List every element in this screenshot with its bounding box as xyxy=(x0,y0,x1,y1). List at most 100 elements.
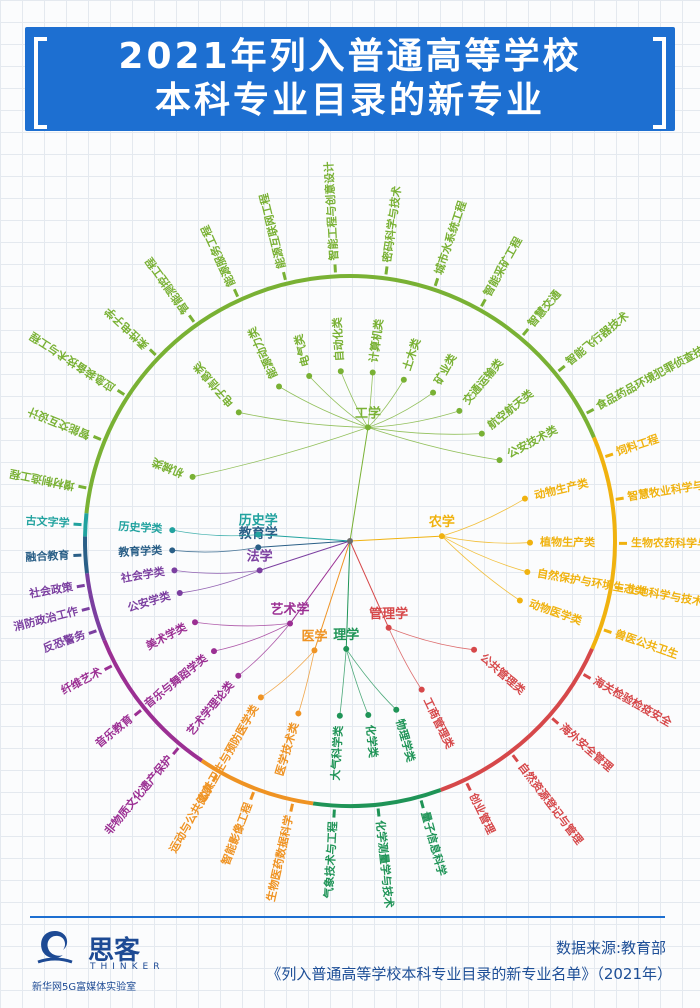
branch-node xyxy=(337,368,344,375)
branch-line xyxy=(174,569,260,574)
major-label: 城市水系统工程 xyxy=(431,199,469,276)
ring-segment xyxy=(102,639,203,763)
branch-line xyxy=(172,529,259,537)
branch-node xyxy=(235,409,242,416)
branch-label: 公安学类 xyxy=(126,588,173,615)
leaf-tick xyxy=(603,628,612,634)
leaf-tick xyxy=(88,629,97,635)
trunk-line xyxy=(349,535,442,542)
leaf-tick xyxy=(76,583,85,589)
branch-node xyxy=(478,430,485,437)
major-label: 增材制造工程 xyxy=(8,467,75,494)
branch-node xyxy=(336,712,343,719)
branch-node xyxy=(189,473,196,480)
center-node xyxy=(347,538,353,544)
branch-node xyxy=(235,672,242,679)
leaf-tick xyxy=(81,606,90,612)
leaf-tick xyxy=(289,803,295,812)
category-label: 法学 xyxy=(247,548,273,564)
major-label: 创业管理 xyxy=(466,790,498,837)
major-label: 运动与公共健康 xyxy=(166,780,217,855)
major-label: 古文字学 xyxy=(25,513,70,530)
major-label: 海关检验检疫安全 xyxy=(591,673,675,729)
branch-node xyxy=(516,597,523,604)
major-label: 生物医药数据科学 xyxy=(263,814,295,903)
branch-label: 大气科学类 xyxy=(328,724,345,781)
leaf-tick xyxy=(78,484,87,490)
major-label: 海外安全管理 xyxy=(557,720,616,774)
footer-divider xyxy=(30,916,665,918)
source-document: 《列入普通高等学校本科专业目录的新专业名单》（2021年） xyxy=(266,965,672,983)
leaf-tick xyxy=(557,364,566,373)
branch-node xyxy=(456,407,463,414)
branch-label: 公安技术类 xyxy=(505,422,561,461)
major-label: 量子信息科学 xyxy=(419,810,450,877)
major-label: 智能飞行器技术 xyxy=(563,309,632,368)
branch-line xyxy=(367,392,434,428)
logo-chinese-name: 思客 xyxy=(88,936,141,966)
branch-label: 工商管理类 xyxy=(421,695,458,752)
branch-node xyxy=(169,527,176,534)
branch-node xyxy=(430,389,437,396)
branch-label: 动物医学类 xyxy=(527,596,584,628)
branch-line xyxy=(308,375,369,428)
major-label: 反恐警务 xyxy=(41,627,88,655)
leaf-tick xyxy=(433,277,440,287)
trunk-line xyxy=(349,540,390,628)
major-label: 土地科学与技术 xyxy=(626,581,700,608)
category-label: 艺术学 xyxy=(271,602,310,618)
major-label: 智能测控工程 xyxy=(142,255,192,317)
category-label: 工学 xyxy=(355,405,381,421)
major-label: 智慧牧业科学与工程 xyxy=(626,474,700,503)
logo-organization: 新华网5G富媒体实验室 xyxy=(32,982,137,993)
title-line-1: 2021年列入普通高等学校 xyxy=(118,36,582,77)
title-banner: 2021年列入普通高等学校 本科专业目录的新专业 xyxy=(25,27,675,131)
major-label: 纤维艺术 xyxy=(58,664,103,697)
branch-line xyxy=(345,648,397,711)
leaf-tick xyxy=(92,435,102,441)
leaf-tick xyxy=(419,800,425,809)
major-label: 自然资源登记与管理 xyxy=(515,760,586,847)
branch-node xyxy=(526,539,533,546)
leaf-tick xyxy=(249,791,255,801)
branch-node xyxy=(276,383,283,390)
branch-line xyxy=(367,427,500,461)
ring-segment xyxy=(83,536,89,574)
leaf-tick xyxy=(511,754,519,763)
branch-label: 公共管理类 xyxy=(478,650,529,697)
ring-segment xyxy=(83,513,89,537)
branch-line xyxy=(340,371,369,428)
branch-label: 矿业类 xyxy=(431,350,460,387)
branch-label: 艺术学理论类 xyxy=(184,678,238,739)
trunk-line xyxy=(345,540,351,649)
leaf-tick xyxy=(614,585,624,591)
branch-node xyxy=(295,710,302,717)
branch-line xyxy=(194,621,291,627)
ring-segment xyxy=(312,788,442,808)
leaf-tick xyxy=(232,288,240,298)
branch-label: 土木类 xyxy=(399,335,423,372)
branch-label: 电气类 xyxy=(291,332,313,368)
branch-line xyxy=(367,427,482,435)
leaf-tick xyxy=(582,673,592,680)
branch-line xyxy=(367,372,374,428)
branch-node xyxy=(171,567,178,574)
branch-label: 社会学类 xyxy=(119,564,167,585)
branch-label: 交通运输类 xyxy=(460,355,507,407)
branch-label: 能源动力类 xyxy=(244,324,280,381)
branch-line xyxy=(260,650,315,698)
major-label: 应急装备技术与工程 xyxy=(27,329,118,395)
branch-label: 化学类 xyxy=(363,724,380,759)
category-label: 医学 xyxy=(301,628,327,644)
title-bracket-right xyxy=(653,37,666,129)
branch-line xyxy=(238,412,368,428)
branch-label: 物理学类 xyxy=(393,717,418,764)
branch-label: 动物生产类 xyxy=(533,475,591,502)
major-label: 化学测量学与技术 xyxy=(373,820,396,909)
trunk-line xyxy=(258,534,351,542)
trunk-line xyxy=(258,540,351,548)
branch-node xyxy=(176,590,183,597)
branch-label: 音乐与舞蹈学类 xyxy=(141,651,210,711)
branch-node xyxy=(524,568,531,575)
category-label: 历史学 xyxy=(239,513,278,529)
